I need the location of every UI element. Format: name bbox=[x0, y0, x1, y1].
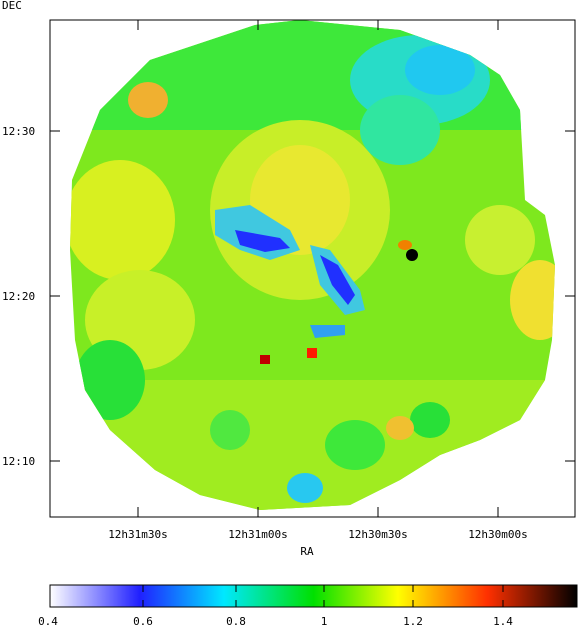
ra-tick-label: 12h30m00s bbox=[468, 528, 528, 541]
colorbar-tick-label: 1 bbox=[321, 615, 328, 628]
colorbar-tick-label: 0.8 bbox=[226, 615, 246, 628]
dec-tick-label: 12:20 bbox=[2, 290, 35, 303]
colorbar-tick-label: 1.4 bbox=[493, 615, 513, 628]
colorbar-tick-label: 1.2 bbox=[403, 615, 423, 628]
colorbar-tick-label: 0.6 bbox=[133, 615, 153, 628]
ra-tick-label: 12h31m00s bbox=[228, 528, 288, 541]
dec-tick-label: 12:30 bbox=[2, 125, 35, 138]
ra-tick-label: 12h30m30s bbox=[348, 528, 408, 541]
axis-ticks bbox=[50, 20, 575, 517]
x-axis-label: RA bbox=[300, 545, 314, 558]
map-frame bbox=[49, 19, 576, 518]
map-image bbox=[70, 20, 555, 510]
colorbar bbox=[49, 584, 578, 608]
y-axis-label: DEC bbox=[2, 0, 22, 12]
colorbar-tick-label: 0.4 bbox=[38, 615, 58, 628]
colorbar-ticks bbox=[142, 585, 504, 607]
ra-tick-label: 12h31m30s bbox=[108, 528, 168, 541]
dec-tick-label: 12:10 bbox=[2, 455, 35, 468]
